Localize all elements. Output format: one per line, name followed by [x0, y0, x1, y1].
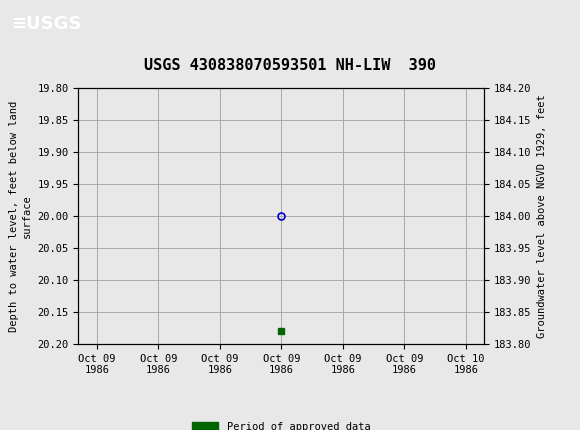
Legend: Period of approved data: Period of approved data: [188, 418, 375, 430]
Text: ≡USGS: ≡USGS: [12, 15, 82, 33]
Y-axis label: Depth to water level, feet below land
surface: Depth to water level, feet below land su…: [9, 101, 32, 332]
Y-axis label: Groundwater level above NGVD 1929, feet: Groundwater level above NGVD 1929, feet: [537, 94, 547, 338]
Text: USGS 430838070593501 NH-LIW  390: USGS 430838070593501 NH-LIW 390: [144, 58, 436, 73]
